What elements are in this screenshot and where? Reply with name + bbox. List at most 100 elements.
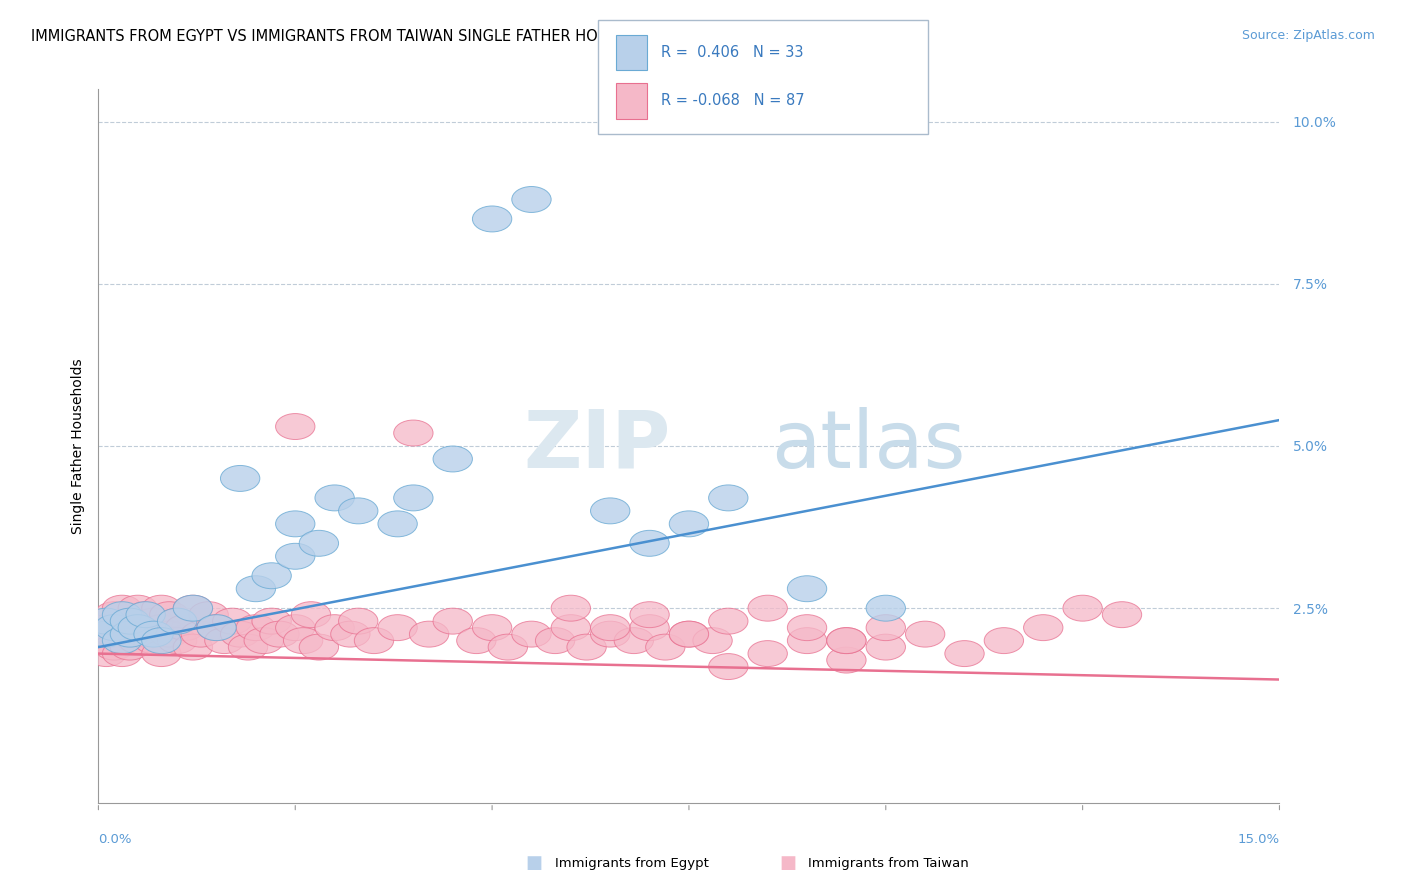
Ellipse shape [276,414,315,440]
Ellipse shape [103,595,142,621]
Ellipse shape [827,628,866,654]
Y-axis label: Single Father Households: Single Father Households [70,359,84,533]
Ellipse shape [709,608,748,634]
Ellipse shape [984,628,1024,654]
Ellipse shape [173,634,212,660]
Ellipse shape [94,602,134,628]
Ellipse shape [1024,615,1063,640]
Ellipse shape [315,485,354,511]
Text: ■: ■ [779,855,796,872]
Ellipse shape [472,206,512,232]
Text: R = -0.068   N = 87: R = -0.068 N = 87 [661,94,804,108]
Ellipse shape [787,615,827,640]
Ellipse shape [827,628,866,654]
Ellipse shape [134,628,173,654]
Ellipse shape [118,615,157,640]
Ellipse shape [645,634,685,660]
Ellipse shape [591,621,630,647]
Ellipse shape [149,602,188,628]
Ellipse shape [866,615,905,640]
Text: ZIP: ZIP [523,407,671,485]
Ellipse shape [228,634,267,660]
Ellipse shape [591,498,630,524]
Ellipse shape [787,628,827,654]
Ellipse shape [630,602,669,628]
Ellipse shape [378,511,418,537]
Ellipse shape [315,615,354,640]
Ellipse shape [236,575,276,602]
Ellipse shape [378,615,418,640]
Ellipse shape [166,615,205,640]
Text: R =  0.406   N = 33: R = 0.406 N = 33 [661,45,803,60]
Ellipse shape [236,615,276,640]
Ellipse shape [905,621,945,647]
Ellipse shape [339,608,378,634]
Ellipse shape [142,595,181,621]
Ellipse shape [669,621,709,647]
Ellipse shape [103,615,142,640]
Ellipse shape [103,628,142,654]
Ellipse shape [87,640,127,666]
Ellipse shape [87,621,127,647]
Text: 15.0%: 15.0% [1237,833,1279,846]
Ellipse shape [945,640,984,666]
Ellipse shape [630,531,669,557]
Ellipse shape [693,628,733,654]
Ellipse shape [339,498,378,524]
Ellipse shape [551,595,591,621]
Ellipse shape [134,621,173,647]
Ellipse shape [149,621,188,647]
Ellipse shape [1063,595,1102,621]
Text: ■: ■ [526,855,543,872]
Ellipse shape [787,575,827,602]
Text: Immigrants from Egypt: Immigrants from Egypt [555,857,709,870]
Ellipse shape [709,654,748,680]
Ellipse shape [157,608,197,634]
Ellipse shape [110,621,149,647]
Ellipse shape [212,608,252,634]
Ellipse shape [94,615,134,640]
Ellipse shape [87,615,127,640]
Ellipse shape [276,511,315,537]
Ellipse shape [299,531,339,557]
Ellipse shape [614,628,654,654]
Ellipse shape [173,595,212,621]
Ellipse shape [488,634,527,660]
Ellipse shape [134,608,173,634]
Ellipse shape [142,615,181,640]
Text: Source: ZipAtlas.com: Source: ZipAtlas.com [1241,29,1375,42]
Ellipse shape [157,608,197,634]
Text: IMMIGRANTS FROM EGYPT VS IMMIGRANTS FROM TAIWAN SINGLE FATHER HOUSEHOLDS CORRELA: IMMIGRANTS FROM EGYPT VS IMMIGRANTS FROM… [31,29,841,44]
Ellipse shape [197,615,236,640]
Text: 0.0%: 0.0% [98,833,132,846]
Ellipse shape [87,608,127,634]
Ellipse shape [110,608,149,634]
Ellipse shape [536,628,575,654]
Ellipse shape [394,485,433,511]
Ellipse shape [567,634,606,660]
Text: atlas: atlas [772,407,966,485]
Text: Immigrants from Taiwan: Immigrants from Taiwan [808,857,969,870]
Ellipse shape [330,621,370,647]
Ellipse shape [110,634,149,660]
Ellipse shape [409,621,449,647]
Ellipse shape [866,634,905,660]
Ellipse shape [142,628,181,654]
Ellipse shape [127,621,166,647]
Ellipse shape [591,615,630,640]
Ellipse shape [127,602,166,628]
Ellipse shape [472,615,512,640]
Ellipse shape [103,640,142,666]
Ellipse shape [245,628,284,654]
Ellipse shape [142,640,181,666]
Ellipse shape [630,615,669,640]
Ellipse shape [252,608,291,634]
Ellipse shape [181,621,221,647]
Ellipse shape [87,628,127,654]
Ellipse shape [709,485,748,511]
Ellipse shape [173,595,212,621]
Ellipse shape [433,608,472,634]
Ellipse shape [748,595,787,621]
Ellipse shape [748,640,787,666]
Ellipse shape [669,511,709,537]
